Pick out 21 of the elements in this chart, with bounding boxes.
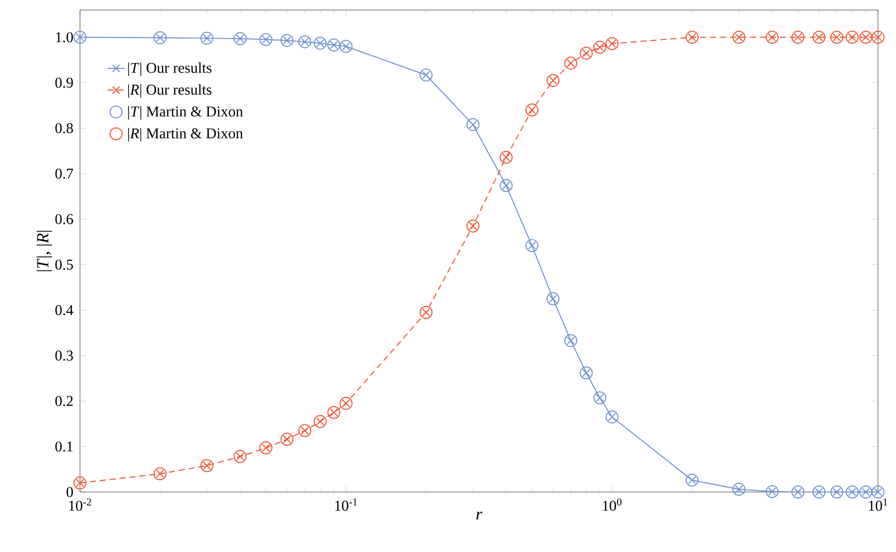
y-tick-label: 0.4 bbox=[55, 305, 74, 316]
y-tick-label: 0.3 bbox=[55, 350, 73, 361]
legend-label: |T| Martin & Dixon bbox=[128, 106, 243, 120]
x-axis-title: r bbox=[476, 512, 482, 520]
legend-label: |T| Our results bbox=[128, 62, 212, 76]
y-tick-label: 0 bbox=[66, 486, 73, 498]
x-tick-label: 10$^{-1}$ bbox=[335, 498, 357, 511]
legend-label: |R| Martin & Dixon bbox=[128, 128, 243, 142]
y-tick-label: 0.8 bbox=[55, 123, 73, 134]
y-tick-label: 0.6 bbox=[55, 214, 74, 224]
y-tick-label: 0.5 bbox=[55, 260, 73, 270]
y-tick-label: 1.0 bbox=[56, 32, 73, 42]
y-tick-label: 0.9 bbox=[55, 78, 73, 88]
y-tick-label: 0.7 bbox=[55, 168, 74, 179]
y-tick-label: 0.2 bbox=[55, 396, 73, 406]
legend-label: |R| Our results bbox=[128, 84, 212, 98]
x-tick-label: 10$^{1}$ bbox=[868, 498, 888, 511]
x-tick-label: 10$^{-2}$ bbox=[69, 498, 91, 511]
y-axis-title: |T|, |R| bbox=[36, 230, 52, 272]
y-tick-label: 0.1 bbox=[55, 441, 73, 452]
x-tick-label: 10$^{0}$ bbox=[602, 498, 622, 511]
